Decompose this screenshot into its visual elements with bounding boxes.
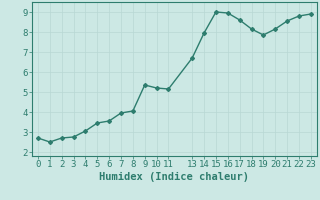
X-axis label: Humidex (Indice chaleur): Humidex (Indice chaleur) xyxy=(100,172,249,182)
